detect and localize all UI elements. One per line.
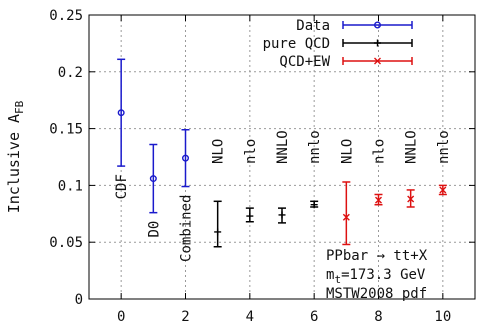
category-label: nnlo (307, 130, 323, 164)
x-tick-label: 10 (434, 309, 451, 325)
info-mass-sub: t (334, 273, 341, 286)
data-point (117, 109, 125, 117)
info-line-process: PPbar → tt+X (326, 248, 428, 264)
series-data (117, 58, 190, 214)
info-line-mass: mt=173.3 GeV (326, 267, 426, 286)
legend-label: QCD+EW (279, 54, 330, 70)
info-line-pdf: MSTW2008 pdf (326, 286, 427, 302)
category-label: nlo (243, 139, 259, 164)
y-axis-title-sub: FB (13, 100, 26, 114)
y-tick-label: 0.2 (58, 65, 83, 81)
data-point (278, 211, 286, 219)
x-tick-label: 6 (310, 309, 318, 325)
category-label: NLO (339, 139, 355, 164)
category-label: CDF (114, 174, 130, 199)
y-tick-label: 0.25 (49, 8, 83, 24)
data-point (149, 175, 157, 183)
data-point (246, 212, 254, 220)
x-tick-label: 4 (246, 309, 254, 325)
data-point (181, 154, 189, 162)
y-tick-label: 0.15 (49, 122, 83, 138)
x-tick-label: 8 (374, 309, 382, 325)
data-point (214, 228, 222, 236)
info-box: PPbar → tt+X mt=173.3 GeV MSTW2008 pdf (326, 248, 428, 302)
y-tick-label: 0.1 (58, 178, 83, 194)
category-label: Combined (179, 195, 195, 262)
series-qcd-ew (342, 181, 447, 246)
category-label: NNLO (275, 130, 291, 164)
y-axis-title: Inclusive AFB (5, 100, 26, 213)
category-label: D0 (146, 221, 162, 238)
data-point (310, 201, 318, 209)
info-mass-rest: =173.3 GeV (341, 267, 426, 283)
x-tick-label: 0 (117, 309, 125, 325)
y-tick-label: 0 (75, 292, 83, 308)
y-axis-title-main: Inclusive A (5, 114, 23, 213)
legend-marker (374, 57, 381, 65)
x-tick-label: 2 (181, 309, 189, 325)
category-label: NLO (211, 139, 227, 164)
legend-marker (374, 39, 381, 47)
data-marks (117, 58, 447, 248)
category-label: nnlo (436, 130, 452, 164)
legend: Data pure QCD QCD+EW (263, 18, 413, 70)
legend-label: pure QCD (263, 36, 330, 52)
data-point (342, 213, 350, 221)
category-label: NNLO (404, 130, 420, 164)
plot-frame (88, 14, 476, 300)
axis-ticks: 0 0.05 0.1 0.15 0.2 0.25 0 2 4 6 8 10 (49, 8, 475, 325)
data-point (439, 186, 447, 194)
category-labels: CDF D0 Combined NLO nlo NNLO nnlo NLO nlo NNLO nnl… (114, 130, 452, 262)
data-point (375, 196, 382, 204)
data-point (407, 195, 415, 203)
y-tick-label: 0.05 (49, 235, 83, 251)
legend-marker (374, 21, 382, 29)
category-label: nlo (372, 139, 388, 164)
series-pure-qcd (213, 200, 319, 248)
legend-label: Data (296, 18, 330, 34)
info-mass-main: m (326, 267, 334, 283)
